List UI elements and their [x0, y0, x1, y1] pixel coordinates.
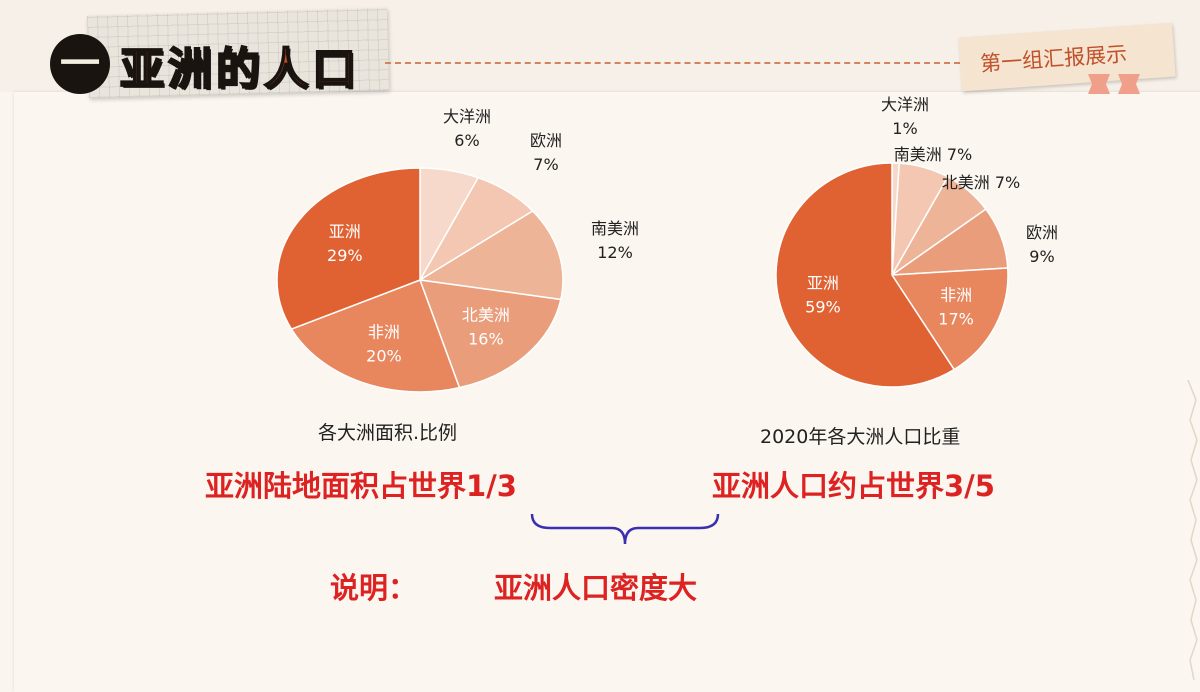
slice-name-0: 大洋洲: [443, 107, 491, 126]
page-title: 亚洲的人口: [119, 43, 360, 96]
slice-value-5: 59%: [805, 297, 841, 316]
paper-background: [14, 92, 1200, 692]
population-statement: 亚洲人口约占世界3/5: [712, 469, 995, 503]
pie-slice-5: [775, 162, 956, 388]
slice-value-0: 6%: [454, 131, 479, 150]
slice-value-4: 20%: [366, 346, 402, 365]
badge-ribbon-icon: [1088, 74, 1140, 94]
slice-name-5: 亚洲: [329, 222, 361, 241]
conclusion-label: 说明：: [330, 571, 418, 605]
slice-value-2: 12%: [597, 243, 633, 262]
pie-slice-4: [890, 267, 1009, 371]
slice-name-3: 欧洲: [1026, 223, 1058, 242]
pie-slice-4: [290, 279, 461, 393]
slice-value-5: 29%: [327, 246, 363, 265]
slice-label-1: 南美洲 7%: [894, 145, 972, 164]
paper-torn-edge: [1187, 380, 1198, 680]
pie-slice-5: [276, 167, 421, 331]
slice-name-5: 亚洲: [807, 273, 839, 292]
conclusion-text: 亚洲人口密度大: [494, 571, 698, 605]
slice-name-1: 欧洲: [530, 131, 562, 150]
pie-slice-3: [418, 279, 562, 389]
group-badge-label: 第一组汇报展示: [979, 41, 1128, 77]
slice-value-0: 1%: [892, 119, 917, 138]
slice-name-4: 非洲: [940, 286, 972, 305]
pie-slice-2: [417, 210, 564, 301]
area-statement: 亚洲陆地面积占世界1/3: [205, 469, 517, 503]
section-number-badge: 一: [50, 34, 110, 94]
curly-brace-icon: [530, 513, 720, 545]
slice-value-4: 17%: [938, 310, 974, 329]
slice-name-3: 北美洲: [462, 305, 510, 324]
slice-value-1: 7%: [533, 155, 558, 174]
population-pie-chart: 大洋洲 1% 南美洲 7% 北美洲 7% 欧洲 9% 非洲 17% 亚洲 59%: [775, 95, 1058, 388]
area-chart-caption: 各大洲面积.比例: [318, 422, 458, 444]
population-chart-caption: 2020年各大洲人口比重: [760, 426, 961, 448]
header-dashed-line: [385, 62, 960, 64]
slice-value-3: 9%: [1029, 247, 1054, 266]
section-number: 一: [60, 41, 100, 87]
area-pie-chart: 大洋洲 6% 欧洲 7% 南美洲 12% 北美洲 16% 非洲 20% 亚洲 29%: [276, 107, 639, 393]
slice-value-3: 16%: [468, 329, 504, 348]
slice-label-2: 北美洲 7%: [942, 173, 1020, 192]
slice-name-0: 大洋洲: [881, 95, 929, 114]
slice-name-2: 南美洲: [591, 219, 639, 238]
slice-name-4: 非洲: [368, 322, 400, 341]
